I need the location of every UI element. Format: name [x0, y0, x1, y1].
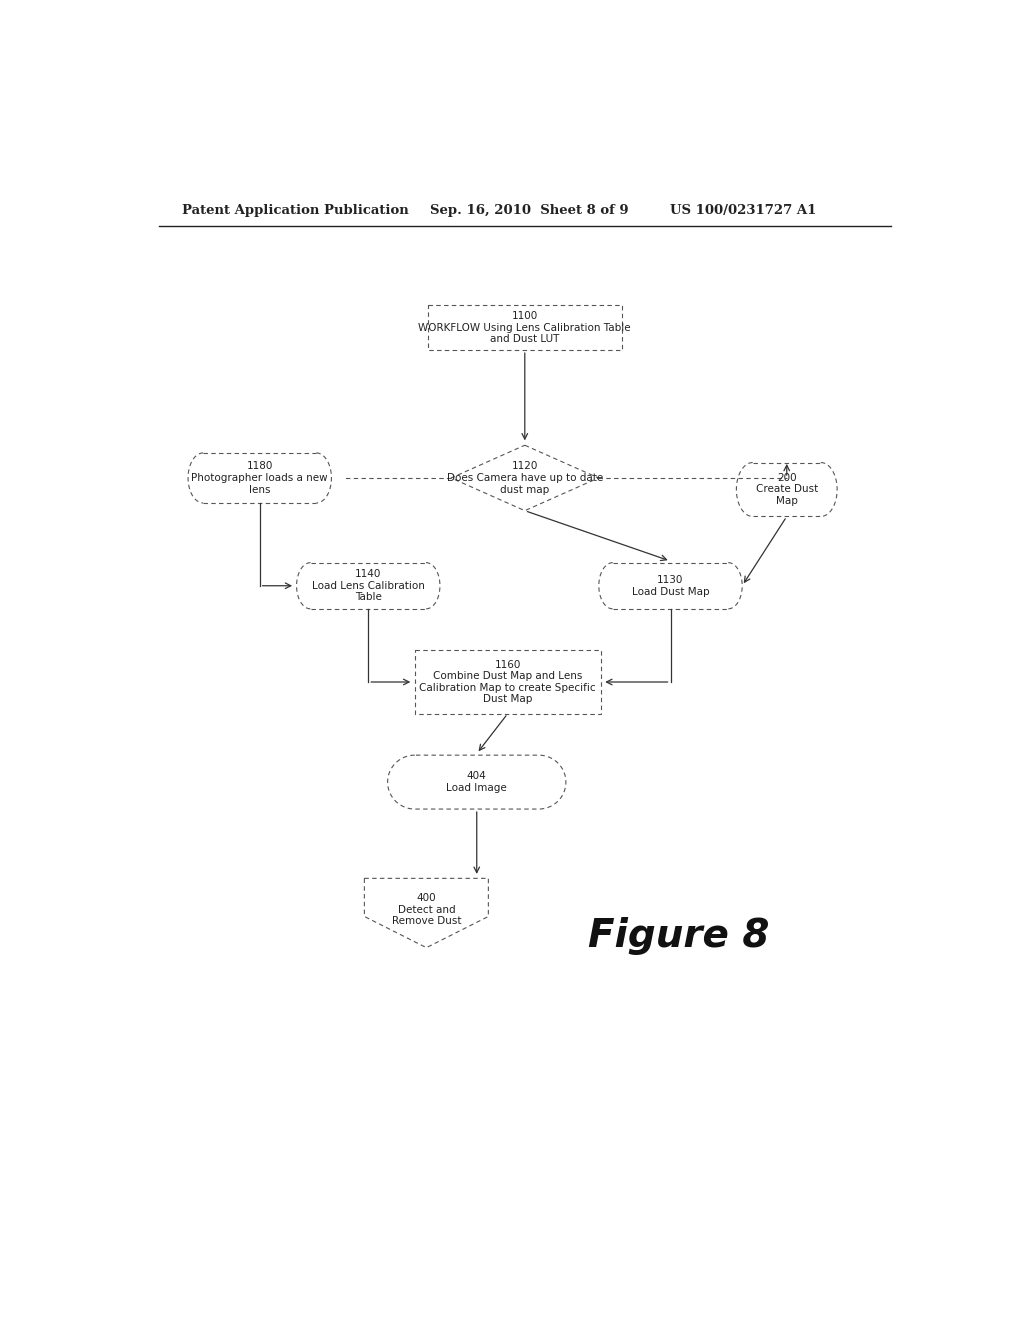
- Text: Patent Application Publication: Patent Application Publication: [182, 205, 409, 218]
- Text: Figure 8: Figure 8: [588, 917, 769, 956]
- Text: 200
Create Dust
Map: 200 Create Dust Map: [756, 473, 818, 506]
- Text: 1130
Load Dust Map: 1130 Load Dust Map: [632, 576, 710, 597]
- Text: US 100/0231727 A1: US 100/0231727 A1: [671, 205, 817, 218]
- Text: 1100
WORKFLOW Using Lens Calibration Table
and Dust LUT: 1100 WORKFLOW Using Lens Calibration Tab…: [419, 312, 631, 345]
- Text: Sep. 16, 2010  Sheet 8 of 9: Sep. 16, 2010 Sheet 8 of 9: [430, 205, 629, 218]
- Text: 1140
Load Lens Calibration
Table: 1140 Load Lens Calibration Table: [312, 569, 425, 602]
- Bar: [428, 305, 622, 350]
- Text: 1160
Combine Dust Map and Lens
Calibration Map to create Specific
Dust Map: 1160 Combine Dust Map and Lens Calibrati…: [420, 660, 596, 705]
- Text: 1180
Photographer loads a new
lens: 1180 Photographer loads a new lens: [191, 462, 328, 495]
- Bar: [415, 651, 601, 714]
- Text: 404
Load Image: 404 Load Image: [446, 771, 507, 793]
- Text: 1120
Does Camera have up to date
dust map: 1120 Does Camera have up to date dust ma…: [446, 462, 603, 495]
- Text: 400
Detect and
Remove Dust: 400 Detect and Remove Dust: [391, 892, 461, 927]
